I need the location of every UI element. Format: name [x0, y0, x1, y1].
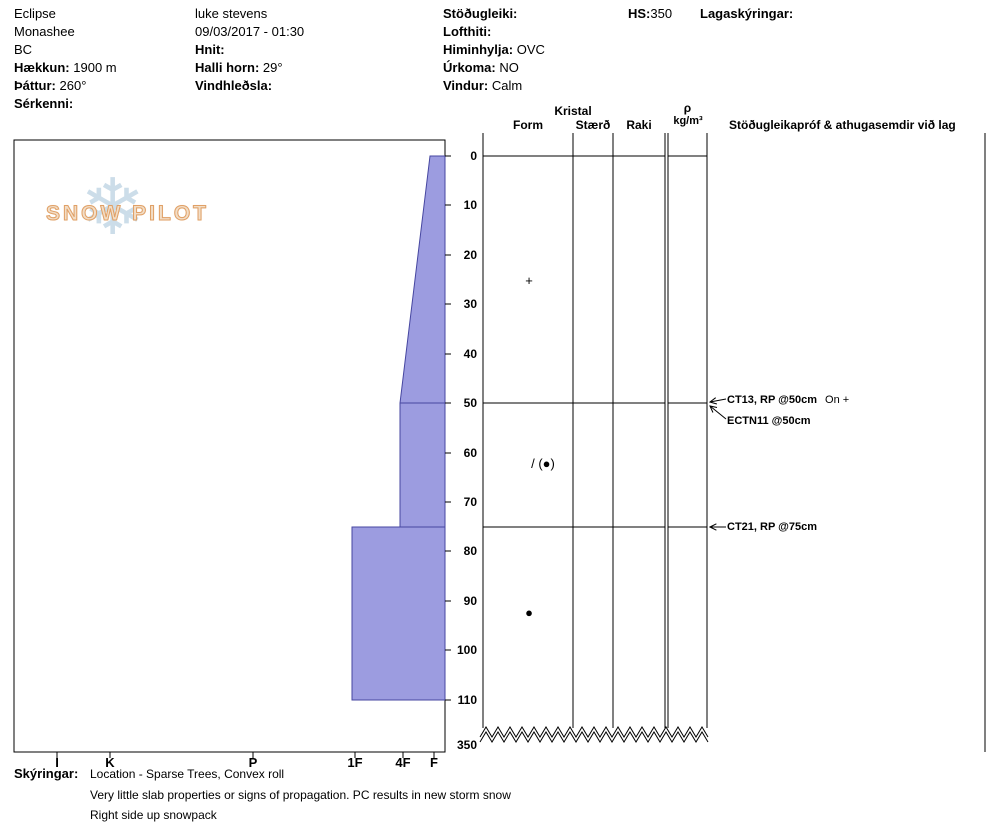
depth-label-20: 20 — [463, 248, 477, 262]
precip-label: Úrkoma: — [443, 60, 496, 75]
density-units-header: kg/m³ — [673, 115, 703, 127]
footer-note-line1: Location - Sparse Trees, Convex roll — [90, 767, 285, 781]
density-rho-header: ρ — [683, 101, 692, 115]
test-ct13-label: CT13, RP @50cm — [727, 394, 818, 406]
sky-value: OVC — [516, 42, 545, 57]
stability-line: Stöðugleiki: — [443, 5, 545, 23]
slope-angle-line: Halli horn: 29° — [195, 59, 304, 77]
depth-label-50: 50 — [463, 396, 477, 410]
wind-loading-label: Vindhleðsla: — [195, 78, 273, 93]
test-result-ectn11: ECTN11 @50cm — [727, 414, 811, 428]
stability-column-header: Stöðugleikapróf & athugasemdir við lag — [729, 118, 956, 132]
wind-label: Vindur: — [443, 78, 489, 93]
hs-label: HS: — [628, 6, 651, 21]
features-label: Sérkenni: — [14, 96, 74, 111]
depth-label-80: 80 — [463, 544, 477, 558]
test-result-ct21: CT21, RP @75cm — [727, 520, 817, 534]
site-name: Eclipse — [14, 6, 56, 21]
hardness-label-P: P — [248, 755, 258, 770]
hardness-label-K: K — [105, 755, 115, 770]
depth-label-40: 40 — [463, 347, 477, 361]
coords-label: Hnit: — [195, 42, 225, 57]
features-line: Sérkenni: — [14, 95, 117, 113]
aspect-value: 260° — [59, 78, 87, 93]
aspect-label: Þáttur: — [14, 78, 56, 93]
test-ct21-label: CT21, RP @75cm — [727, 521, 818, 533]
depth-label-60: 60 — [463, 446, 477, 460]
slope-angle-value: 29° — [262, 60, 283, 75]
depth-label-100: 100 — [456, 643, 477, 657]
header-weather-column: Stöðugleiki: Lofthiti: Himinhylja: OVC Ú… — [443, 5, 545, 95]
test-arrow-ectn11 — [710, 406, 727, 420]
layer-boundary-lines — [352, 402, 445, 528]
depth-label-total-350: 350 — [456, 738, 477, 752]
depth-ticks — [445, 155, 451, 701]
footer-note-line3: Right side up snowpack — [90, 808, 217, 822]
column-horizontal-grid — [483, 155, 707, 528]
snow-profile-polygon — [351, 155, 446, 701]
test-result-ct13: CT13, RP @50cm On + — [727, 393, 849, 407]
grain-form-layer3: ● — [525, 605, 533, 620]
hardness-label-4F: 4F — [395, 755, 411, 770]
slope-angle-label: Halli horn: — [195, 60, 260, 75]
header-hs: HS:350 — [628, 5, 672, 23]
elevation-label: Hækkun: — [14, 60, 70, 75]
site-range: Monashee — [14, 24, 75, 39]
depth-label-70: 70 — [463, 495, 477, 509]
stability-label: Stöðugleiki: — [443, 6, 518, 21]
depth-break-zigzag-upper — [479, 726, 709, 738]
test-arrow-ct13 — [710, 399, 727, 402]
sky-line: Himinhylja: OVC — [443, 41, 545, 59]
hardness-label-I: I — [55, 755, 59, 770]
depth-label-90: 90 — [463, 594, 477, 608]
air-temp-label: Lofthiti: — [443, 24, 492, 39]
form-column-header: Form — [513, 118, 543, 132]
sky-label: Himinhylja: — [443, 42, 514, 57]
elevation-line: Hækkun: 1900 m — [14, 59, 117, 77]
layer-notes-label: Lagaskýringar: — [700, 6, 794, 21]
observer-name: luke stevens — [195, 6, 268, 21]
aspect-line: Þáttur: 260° — [14, 77, 117, 95]
hardness-label-1F: 1F — [347, 755, 363, 770]
wind-line: Vindur: Calm — [443, 77, 545, 95]
column-vertical-grid — [482, 133, 986, 752]
air-temp-line: Lofthiti: — [443, 23, 545, 41]
kristal-header: Kristal — [554, 104, 592, 118]
depth-label-0: 0 — [470, 149, 477, 163]
header-observer-column: luke stevens 09/03/2017 - 01:30 Hnit: Ha… — [195, 5, 304, 95]
observation-datetime: 09/03/2017 - 01:30 — [195, 24, 305, 39]
precip-line: Úrkoma: NO — [443, 59, 545, 77]
depth-break-zigzag-lower — [479, 731, 709, 743]
test-ectn11-label: ECTN11 @50cm — [727, 415, 811, 427]
elevation-value: 1900 m — [73, 60, 117, 75]
hardness-label-F: F — [430, 755, 438, 770]
hs-value: 350 — [650, 6, 673, 21]
precip-value: NO — [499, 60, 519, 75]
footer-notes-label: Skýringar: — [14, 766, 79, 781]
footer-note-line2: Very little slab properties or signs of … — [90, 788, 511, 802]
size-column-header: Stærð — [575, 118, 611, 132]
hardness-ticks — [56, 752, 435, 758]
depth-label-30: 30 — [463, 297, 477, 311]
depth-label-10: 10 — [463, 198, 477, 212]
grain-form-layer2: / (●) — [531, 456, 555, 471]
snowpilot-watermark: SNOW PILOT — [46, 202, 209, 226]
site-region: BC — [14, 42, 33, 57]
wind-value: Calm — [491, 78, 523, 93]
header-site-column: Eclipse Monashee BC Hækkun: 1900 m Þáttu… — [14, 5, 117, 113]
wind-loading-line: Vindhleðsla: — [195, 77, 304, 95]
coords-line: Hnit: — [195, 41, 304, 59]
wetness-column-header: Raki — [626, 118, 652, 132]
depth-label-110: 110 — [457, 693, 477, 707]
test-ct13-suffix: On + — [825, 394, 850, 406]
grain-form-layer1: + — [525, 273, 533, 288]
snowflake-icon: ❄ — [80, 163, 146, 251]
